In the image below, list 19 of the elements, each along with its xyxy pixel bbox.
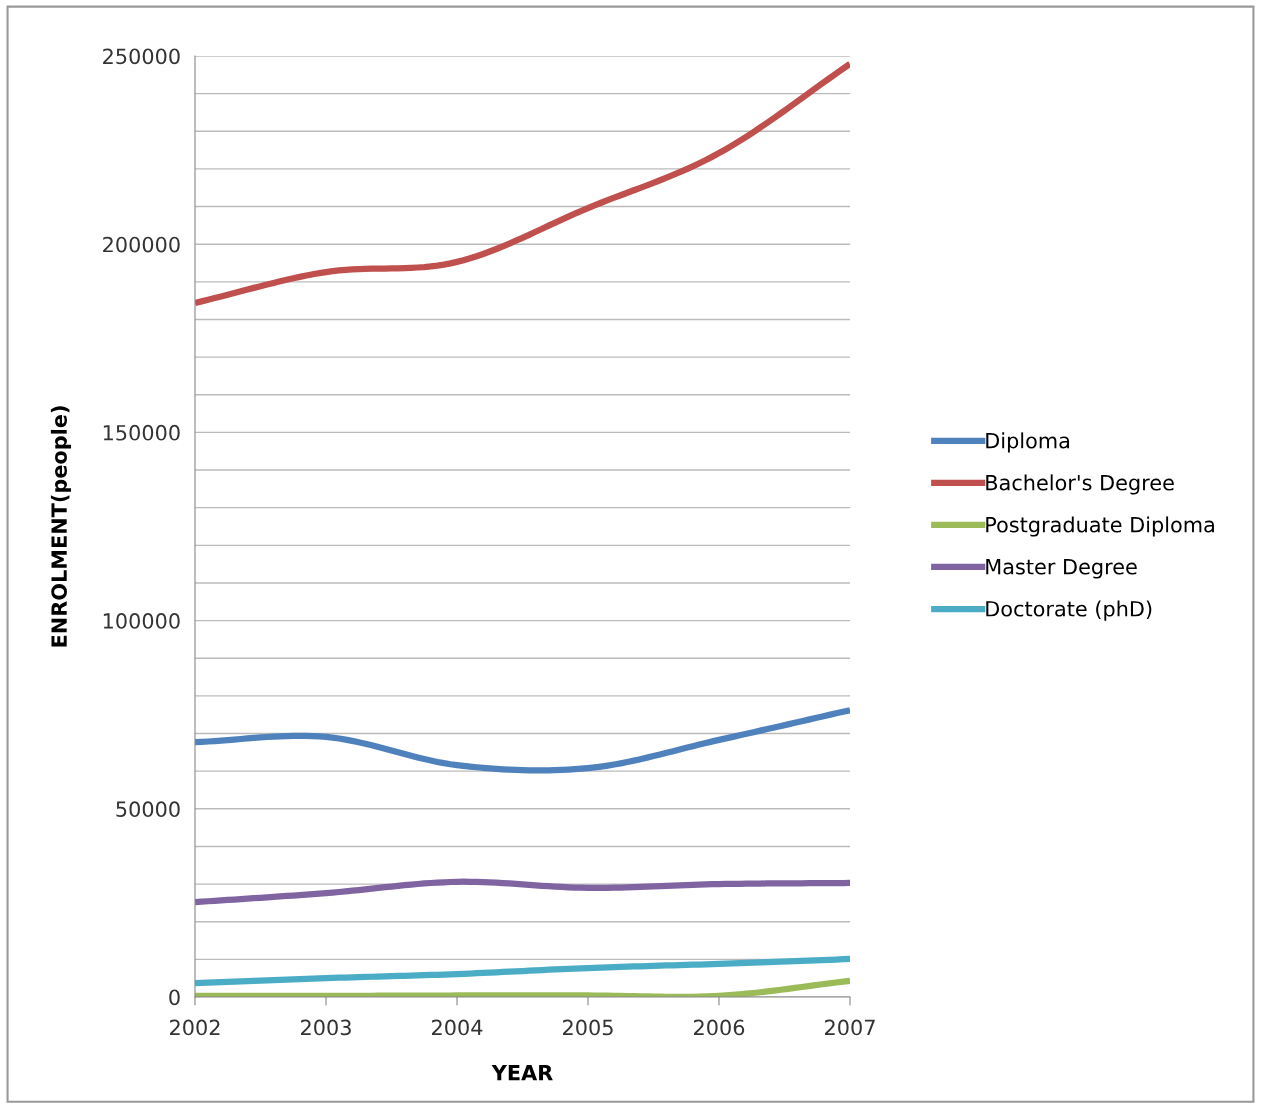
y-tick-label: 0 (169, 989, 180, 1006)
x-tick-label: 2007 (825, 1019, 875, 1036)
x-tick-label: 2003 (301, 1019, 351, 1036)
legend-label: Bachelor's Degree (986, 474, 1174, 495)
y-tick-label: 200000 (103, 236, 180, 253)
y-axis-title: ENROLMENT(people) (50, 406, 72, 647)
y-tick-label: 250000 (103, 48, 180, 65)
legend-label: Postgraduate Diploma (986, 516, 1214, 537)
legend-label: Doctorate (phD) (986, 600, 1152, 621)
x-tick-label: 2002 (170, 1019, 220, 1036)
legend-label: Master Degree (986, 559, 1137, 579)
y-tick-label: 50000 (116, 801, 180, 818)
x-tick-label: 2004 (432, 1019, 483, 1036)
y-tick-label: 150000 (103, 424, 180, 441)
x-tick-label: 2005 (563, 1019, 613, 1036)
x-axis-title: YEAR (491, 1065, 553, 1081)
x-tick-label: 2006 (694, 1019, 745, 1036)
y-tick-label: 100000 (103, 613, 180, 629)
legend-label: Diploma (986, 432, 1070, 453)
